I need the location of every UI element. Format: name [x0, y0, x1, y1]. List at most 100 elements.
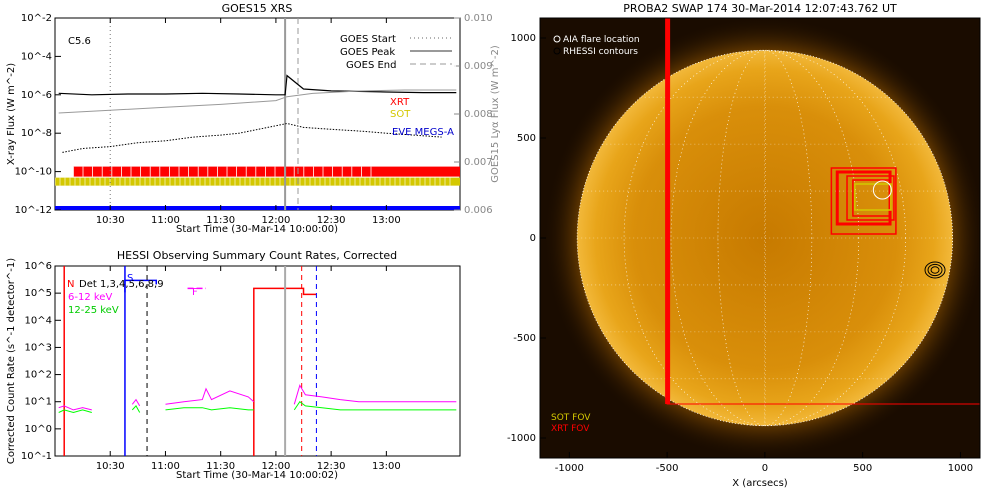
swap-legend: AIA flare location RHESSI contours	[553, 35, 640, 57]
swap-limb	[576, 49, 954, 427]
swap-xtick-label: -1000	[555, 463, 584, 474]
swap-legend-aia: AIA flare location	[563, 35, 640, 45]
hessi-ytick-label: 10^6	[25, 261, 52, 272]
goes-ytick-label: 10^-8	[21, 128, 52, 139]
hessi-series-12-25	[165, 407, 254, 411]
hessi-series-12-25	[131, 405, 141, 413]
goes-xtick-label: 12:00	[261, 215, 290, 226]
goes-legend-end: GOES End	[346, 60, 396, 71]
swap-ytick-label: 500	[517, 133, 536, 144]
goes-ytick-label: 10^-12	[15, 205, 52, 216]
swap-legend-rhessi-marker	[553, 47, 561, 55]
goes-series-long	[58, 74, 457, 96]
goes-bar-label-sot: SOT	[390, 109, 411, 120]
hessi-xtick-label: 11:30	[206, 461, 235, 472]
hessi-xtick-label: 12:30	[317, 461, 346, 472]
goes-ylabel: X-ray Flux (W m^-2)	[6, 63, 17, 165]
swap-legend-rhessi: RHESSI contours	[563, 47, 638, 57]
hessi-ytick-label: 10^4	[25, 315, 52, 326]
goes-xtick-label: 11:30	[206, 215, 235, 226]
hessi-xtick-label: 13:00	[372, 461, 401, 472]
goes-bar-label-xrt: XRT	[390, 97, 410, 108]
swap-xrt-box	[852, 179, 891, 217]
hessi-ytick-label: 10^0	[25, 424, 52, 435]
goes-ytick-label: 10^-10	[15, 167, 52, 178]
goes-title: GOES15 XRS	[222, 2, 293, 15]
swap-ytick-label: -1000	[507, 433, 536, 444]
hessi-plot-area	[58, 266, 457, 456]
goes-y2tick-label: 0.006	[464, 205, 493, 216]
swap-ytick-label: 0	[530, 233, 536, 244]
swap-grid-longitude	[764, 49, 766, 427]
hessi-xlabel: Start Time (30-Mar-14 10:00:02)	[176, 470, 338, 481]
goes-xtick-label: 10:30	[96, 215, 125, 226]
hessi-legend-6-12: 6-12 keV	[68, 292, 112, 303]
swap-aia-flare-marker	[872, 180, 892, 200]
hessi-xtick-label: 12:00	[261, 461, 290, 472]
hessi-axes: 10:30 11:00 11:30 12:00 12:30 13:00 10^-1 10^0 1…	[21, 261, 401, 472]
hessi-flag-n: N	[67, 279, 74, 290]
hessi-xtick-label: 10:30	[96, 461, 125, 472]
hessi-ytick-label: 10^1	[25, 397, 52, 408]
swap-grid-longitude	[717, 49, 813, 427]
goes-flare-class: C5.6	[68, 36, 91, 47]
goes-plot-area	[55, 18, 460, 210]
goes-bar-eve	[55, 206, 460, 210]
hessi-series-6-12	[165, 387, 255, 405]
swap-rhessi-contour	[924, 261, 946, 279]
hessi-legend-12-25: 12-25 keV	[68, 305, 119, 316]
swap-xtick-label: 1000	[948, 463, 973, 474]
goes-series-short	[62, 122, 442, 153]
hessi-xtick-label: 11:00	[151, 461, 180, 472]
swap-xtick-label: -500	[656, 463, 679, 474]
goes-y2tick-label: 0.008	[464, 109, 493, 120]
goes-xtick-label: 11:00	[151, 215, 180, 226]
goes-ytick-label: 10^-2	[21, 13, 52, 24]
hessi-ytick-label: 10^-1	[21, 451, 52, 462]
swap-grid-longitude	[670, 49, 860, 427]
goes-y2tick-label: 0.010	[464, 13, 493, 24]
swap-xtick-label: 500	[853, 463, 872, 474]
hessi-title: HESSI Observing Summary Count Rates, Cor…	[117, 249, 397, 262]
goes-bar-xrt	[73, 166, 460, 177]
swap-xrt-fov-edge	[665, 18, 671, 404]
swap-fov-label-sot: SOT FOV	[551, 413, 591, 423]
goes-y2label: GOES15 Lyα Flux (W m^-2)	[490, 45, 501, 183]
swap-ytick-label: -500	[513, 333, 536, 344]
goes-xtick-label: 13:00	[372, 215, 401, 226]
swap-xlabel: X (arcsecs)	[732, 478, 788, 489]
swap-grid-longitude	[623, 49, 906, 427]
swap-xrt-box	[846, 175, 895, 221]
swap-xrt-box	[830, 167, 897, 235]
hessi-ytick-label: 10^5	[25, 288, 52, 299]
hessi-series-12-25	[58, 409, 92, 414]
goes-series-lya	[58, 89, 457, 114]
goes-xlabel: Start Time (30-Mar-14 10:00:00)	[176, 224, 338, 235]
swap-rhessi-contour	[930, 266, 940, 274]
swap-fov-label-xrt: XRT FOV	[551, 424, 590, 434]
goes-ytick-label: 10^-6	[21, 90, 52, 101]
hessi-ytick-label: 10^3	[25, 342, 52, 353]
hessi-series-6-12	[131, 398, 141, 407]
swap-xtick-label: 0	[762, 463, 768, 474]
goes-xrs-chart: GOES15 XRS 10:30 11:00 11:30 12:00 12:30 13:0…	[6, 2, 501, 235]
hessi-series-6-12	[293, 384, 457, 405]
swap-plot-area	[543, 18, 980, 458]
swap-ytick-label: 1000	[511, 33, 536, 44]
hessi-plot-frame	[54, 265, 461, 457]
goes-bar-sot	[55, 177, 460, 186]
hessi-ylabel: Corrected Count Rate (s^-1 detector^-1)	[6, 258, 17, 464]
swap-axes: -1000 -500 0 500 1000 -1000 -500 0 500 1000	[507, 33, 973, 474]
goes-legend: GOES Start GOES Peak GOES End	[330, 30, 456, 74]
goes-legend-peak: GOES Peak	[340, 47, 395, 58]
goes-ytick-label: 10^-4	[21, 51, 52, 62]
swap-legend-aia-marker	[553, 35, 561, 43]
goes-legend-start: GOES Start	[340, 34, 396, 45]
swap-image: PROBA2 SWAP 174 30-Mar-2014 12:07:43.762…	[507, 2, 981, 489]
hessi-flag-f: F	[192, 287, 198, 298]
swap-rhessi-contour	[927, 263, 943, 277]
hessi-series-12-25	[293, 400, 457, 411]
hessi-flag-s: S	[127, 273, 133, 284]
swap-title: PROBA2 SWAP 174 30-Mar-2014 12:07:43.762…	[623, 2, 897, 15]
